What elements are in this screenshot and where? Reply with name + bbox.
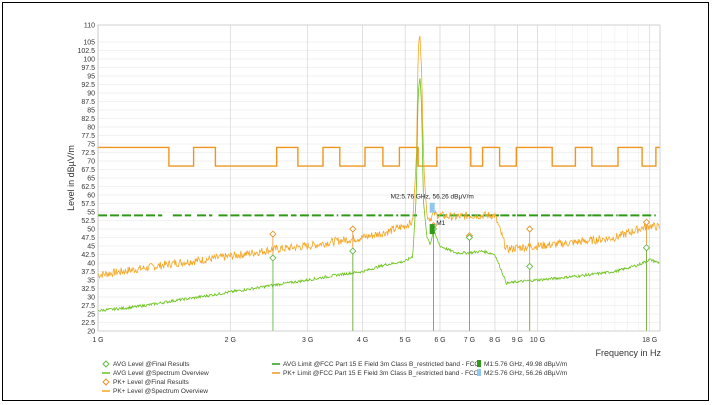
- y-tick-label: 110: [84, 22, 95, 29]
- x-tick-label: 5 G: [400, 337, 411, 344]
- legend-item-avg-final: AVG Level @Final Results: [102, 360, 190, 368]
- chart-frame: 20 22.5 25 27.5 30 32.5 35 37.5 40 42.5 45 47.5 50 52…: [2, 2, 709, 401]
- markers: M1 M2:5.76 GHz, 56.26 dBµV/m: [391, 194, 474, 235]
- x-tick-label: 2 G: [225, 337, 236, 344]
- y-tick-label: 20: [87, 328, 95, 335]
- legend-diamond-icon: [102, 360, 110, 368]
- y-tick-label: 30: [87, 294, 95, 301]
- y-tick-label: 55: [87, 209, 95, 216]
- pk-final-point: [642, 218, 651, 226]
- series-line-avg-level-spectrum-overview: [97, 78, 660, 313]
- avg-final-point: [269, 254, 277, 262]
- m2-marker: [429, 202, 435, 213]
- legend-item-pk-limit: PK+ Limit @FCC Part 15 E Field 3m Class …: [272, 370, 479, 377]
- legend-item-m1: M1:5.76 GHz, 49.98 dBµV/m: [477, 360, 567, 368]
- y-tick-label: 62.5: [81, 184, 95, 191]
- y-tick-label: 50: [87, 226, 95, 233]
- x-tick-label: 4 G: [357, 337, 368, 344]
- pk-final-point: [349, 225, 357, 233]
- y-tick-label: 57.5: [81, 201, 95, 208]
- y-tick-label: 77.5: [81, 133, 95, 140]
- legend-label: PK+ Level @Final Results: [113, 379, 190, 386]
- legend-label: AVG Limit @FCC Part 15 E Field 3m Class …: [283, 361, 479, 368]
- avg-final-point: [526, 262, 534, 271]
- legend-item-avg-limit: AVG Limit @FCC Part 15 E Field 3m Class …: [272, 361, 479, 368]
- x-tick-label: 10 G: [530, 337, 545, 344]
- avg-final-point: [642, 244, 651, 252]
- avg-final-point: [465, 233, 474, 242]
- avg-final-point: [349, 247, 357, 255]
- legend-label: AVG Level @Spectrum Overview: [113, 370, 209, 377]
- legend-label: M2:5.76 GHz, 56.26 dBµV/m: [484, 370, 567, 377]
- x-tick-label: 3 G: [302, 337, 313, 344]
- y-tick-label: 92.5: [81, 82, 95, 89]
- y-tick-label: 97.5: [81, 65, 95, 72]
- y-tick-label: 85: [87, 107, 95, 114]
- y-tick-label: 47.5: [81, 235, 95, 242]
- pk-final-point: [526, 225, 534, 233]
- m1-marker-label: M1: [436, 220, 445, 227]
- y-tick-label: 102.5: [77, 48, 95, 55]
- y-tick-label: 95: [87, 73, 95, 80]
- y-tick-label: 32.5: [81, 286, 95, 293]
- plot-border: [97, 24, 661, 332]
- y-tick-label: 72.5: [81, 150, 95, 157]
- legend-diamond-icon: [102, 378, 110, 386]
- legend-label: PK+ Limit @FCC Part 15 E Field 3m Class …: [283, 370, 479, 377]
- legend-label: PK+ Level @Spectrum Overview: [113, 388, 208, 395]
- y-tick-label: 35: [87, 277, 95, 284]
- x-tick-label: 1 G: [92, 337, 103, 344]
- legend-item-pk-spectrum: PK+ Level @Spectrum Overview: [102, 388, 208, 395]
- x-tick-label: 7 G: [464, 337, 475, 344]
- x-tick-label: 6 G: [434, 337, 445, 344]
- y-tick-label: 65: [87, 175, 95, 182]
- series-lines: [97, 35, 660, 313]
- x-tick-label: 9 G: [512, 337, 523, 344]
- legend-item-m2: M2:5.76 GHz, 56.26 dBµV/m: [477, 369, 567, 377]
- m2-annotation: M2:5.76 GHz, 56.26 dBµV/m: [391, 194, 474, 201]
- y-tick-label: 67.5: [81, 167, 95, 174]
- series-line-pk-limit-fcc-part-15-e-field-3m-class-b-restricted-band-fcc: [98, 146, 660, 167]
- y-tick-label: 40: [87, 260, 95, 267]
- y-tick-label: 45: [87, 243, 95, 250]
- x-axis-label: Frequency in Hz: [595, 348, 661, 358]
- x-ticks: 1 G 2 G 3 G 4 G 5 G 6 G 7 G 8 G 9 G 10 G 18 G: [92, 337, 657, 344]
- legend-label: AVG Level @Final Results: [113, 361, 190, 368]
- final-results: [269, 218, 651, 331]
- y-tick-label: 100: [83, 56, 95, 63]
- x-tick-label: 8 G: [489, 337, 500, 344]
- legend: AVG Level @Final Results AVG Level @Spec…: [102, 360, 567, 395]
- legend-marker-swatch: [477, 360, 481, 367]
- y-tick-label: 75: [87, 141, 95, 148]
- y-tick-label: 82.5: [81, 116, 95, 123]
- y-axis-label: Level in dBµV/m: [66, 145, 76, 211]
- legend-item-avg-spectrum: AVG Level @Spectrum Overview: [102, 370, 209, 377]
- y-tick-label: 87.5: [81, 99, 95, 106]
- m1-marker: [429, 224, 435, 235]
- y-tick-label: 42.5: [81, 252, 95, 259]
- y-tick-label: 25: [87, 311, 95, 318]
- legend-label: M1:5.76 GHz, 49.98 dBµV/m: [484, 361, 567, 368]
- y-tick-label: 80: [87, 124, 95, 131]
- y-tick-label: 70: [87, 158, 95, 165]
- y-tick-label: 37.5: [81, 269, 95, 276]
- x-tick-label: 18 G: [642, 337, 657, 344]
- y-tick-label: 22.5: [81, 320, 95, 327]
- y-tick-label: 105: [83, 39, 95, 46]
- y-tick-label: 60: [87, 192, 95, 199]
- legend-marker-swatch: [477, 369, 481, 376]
- grid: [97, 24, 661, 332]
- series-line-pk-level-spectrum-overview: [97, 35, 660, 279]
- pk-final-point: [269, 230, 277, 238]
- legend-item-pk-final: PK+ Level @Final Results: [102, 378, 190, 386]
- y-tick-label: 90: [87, 90, 95, 97]
- y-tick-label: 52.5: [81, 218, 95, 225]
- y-tick-label: 27.5: [81, 303, 95, 310]
